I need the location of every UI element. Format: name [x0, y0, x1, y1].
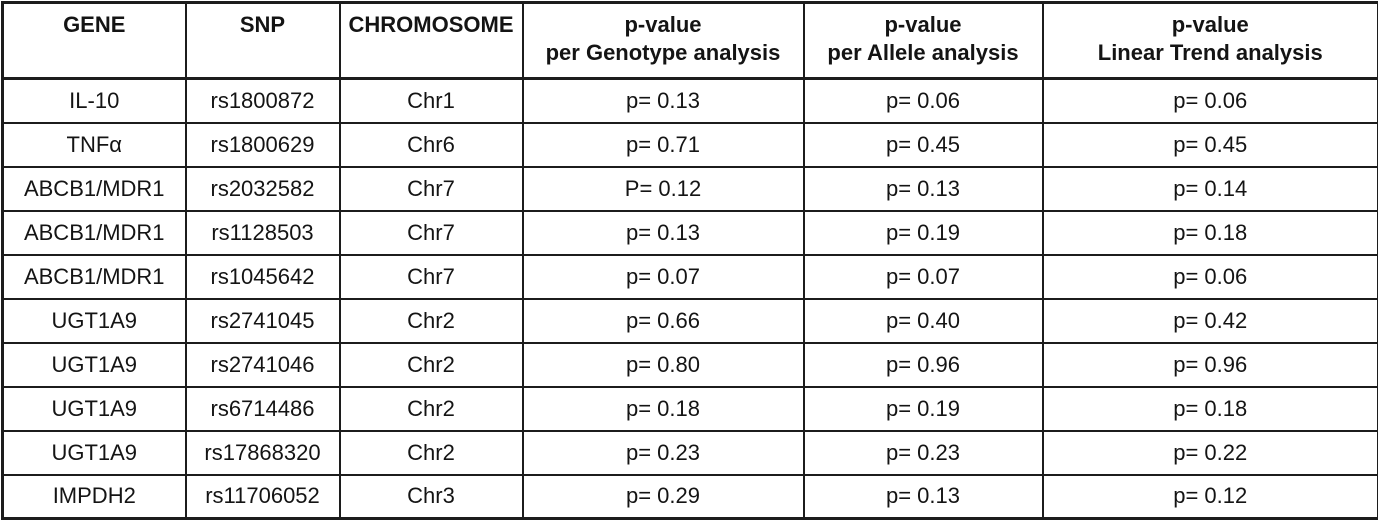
- cell-gene: ABCB1/MDR1: [1, 209, 187, 256]
- cell-pvalue-linear-trend: p= 0.06: [1041, 77, 1378, 124]
- cell-pvalue-allele: p= 0.19: [802, 209, 1044, 256]
- column-header-snp-label: SNP: [239, 12, 286, 37]
- cell-pvalue-allele: p= 0.40: [802, 297, 1044, 344]
- cell-pvalue-linear-trend: p= 0.18: [1041, 209, 1378, 256]
- cell-chromosome: Chr2: [338, 297, 524, 344]
- cell-pvalue-genotype: p= 0.13: [521, 77, 805, 124]
- cell-pvalue-genotype: p= 0.29: [521, 473, 805, 520]
- column-header-pvalue-allele-line1: p-value: [884, 12, 962, 37]
- cell-pvalue-genotype: p= 0.18: [521, 385, 805, 432]
- table-body: IL-10 rs1800872 Chr1 p= 0.13 p= 0.06 p= …: [1, 77, 1378, 520]
- table-header: GENE SNP CHROMOSOME p-value per Genotype…: [1, 1, 1378, 80]
- table-row: UGT1A9 rs17868320 Chr2 p= 0.23 p= 0.23 p…: [1, 429, 1378, 476]
- cell-pvalue-linear-trend: p= 0.12: [1041, 473, 1378, 520]
- cell-chromosome: Chr7: [338, 253, 524, 300]
- column-header-pvalue-linear-trend: p-value Linear Trend analysis: [1041, 1, 1378, 80]
- cell-chromosome: Chr7: [338, 165, 524, 212]
- cell-pvalue-genotype: p= 0.80: [521, 341, 805, 388]
- cell-gene: UGT1A9: [1, 297, 187, 344]
- cell-snp: rs6714486: [184, 385, 341, 432]
- cell-gene: UGT1A9: [1, 429, 187, 476]
- column-header-pvalue-allele-line2: per Allele analysis: [827, 40, 1019, 66]
- cell-pvalue-linear-trend: p= 0.14: [1041, 165, 1378, 212]
- cell-snp: rs2032582: [184, 165, 341, 212]
- cell-pvalue-allele: p= 0.07: [802, 253, 1044, 300]
- cell-gene: ABCB1/MDR1: [1, 253, 187, 300]
- cell-snp: rs1800872: [184, 77, 341, 124]
- column-header-gene-label: GENE: [63, 12, 126, 37]
- cell-gene: ABCB1/MDR1: [1, 165, 187, 212]
- cell-pvalue-linear-trend: p= 0.45: [1041, 121, 1378, 168]
- cell-snp: rs1045642: [184, 253, 341, 300]
- cell-pvalue-allele: p= 0.96: [802, 341, 1044, 388]
- cell-gene: UGT1A9: [1, 385, 187, 432]
- column-header-chromosome: CHROMOSOME: [338, 1, 524, 80]
- header-row: GENE SNP CHROMOSOME p-value per Genotype…: [1, 1, 1378, 80]
- cell-chromosome: Chr2: [338, 385, 524, 432]
- cell-pvalue-allele: p= 0.23: [802, 429, 1044, 476]
- cell-snp: rs2741045: [184, 297, 341, 344]
- cell-snp: rs2741046: [184, 341, 341, 388]
- cell-snp: rs17868320: [184, 429, 341, 476]
- column-header-pvalue-genotype-line1: p-value: [624, 12, 702, 37]
- column-header-chromosome-label: CHROMOSOME: [348, 12, 514, 37]
- cell-chromosome: Chr2: [338, 341, 524, 388]
- table-row: IL-10 rs1800872 Chr1 p= 0.13 p= 0.06 p= …: [1, 77, 1378, 124]
- cell-pvalue-linear-trend: p= 0.96: [1041, 341, 1378, 388]
- column-header-pvalue-genotype: p-value per Genotype analysis: [521, 1, 805, 80]
- cell-pvalue-genotype: p= 0.23: [521, 429, 805, 476]
- table-row: ABCB1/MDR1 rs1045642 Chr7 p= 0.07 p= 0.0…: [1, 253, 1378, 300]
- cell-gene: IL-10: [1, 77, 187, 124]
- cell-pvalue-genotype: p= 0.71: [521, 121, 805, 168]
- cell-chromosome: Chr3: [338, 473, 524, 520]
- cell-pvalue-genotype: p= 0.13: [521, 209, 805, 256]
- table-row: IMPDH2 rs11706052 Chr3 p= 0.29 p= 0.13 p…: [1, 473, 1378, 520]
- cell-pvalue-genotype: p= 0.07: [521, 253, 805, 300]
- cell-pvalue-allele: p= 0.45: [802, 121, 1044, 168]
- table-row: UGT1A9 rs2741045 Chr2 p= 0.66 p= 0.40 p=…: [1, 297, 1378, 344]
- cell-chromosome: Chr7: [338, 209, 524, 256]
- cell-snp: rs1128503: [184, 209, 341, 256]
- cell-pvalue-allele: p= 0.06: [802, 77, 1044, 124]
- cell-pvalue-linear-trend: p= 0.18: [1041, 385, 1378, 432]
- cell-pvalue-linear-trend: p= 0.42: [1041, 297, 1378, 344]
- cell-snp: rs11706052: [184, 473, 341, 520]
- cell-gene: IMPDH2: [1, 473, 187, 520]
- table-row: ABCB1/MDR1 rs1128503 Chr7 p= 0.13 p= 0.1…: [1, 209, 1378, 256]
- table-row: UGT1A9 rs2741046 Chr2 p= 0.80 p= 0.96 p=…: [1, 341, 1378, 388]
- cell-pvalue-allele: p= 0.13: [802, 165, 1044, 212]
- table-row: UGT1A9 rs6714486 Chr2 p= 0.18 p= 0.19 p=…: [1, 385, 1378, 432]
- column-header-pvalue-genotype-line2: per Genotype analysis: [545, 40, 781, 66]
- cell-pvalue-linear-trend: p= 0.06: [1041, 253, 1378, 300]
- cell-pvalue-allele: p= 0.13: [802, 473, 1044, 520]
- table-row: TNFα rs1800629 Chr6 p= 0.71 p= 0.45 p= 0…: [1, 121, 1378, 168]
- column-header-gene: GENE: [1, 1, 187, 80]
- cell-chromosome: Chr6: [338, 121, 524, 168]
- cell-gene: UGT1A9: [1, 341, 187, 388]
- cell-pvalue-allele: p= 0.19: [802, 385, 1044, 432]
- table-row: ABCB1/MDR1 rs2032582 Chr7 P= 0.12 p= 0.1…: [1, 165, 1378, 212]
- cell-chromosome: Chr1: [338, 77, 524, 124]
- column-header-pvalue-linear-trend-line1: p-value: [1171, 12, 1249, 37]
- cell-pvalue-genotype: P= 0.12: [521, 165, 805, 212]
- cell-snp: rs1800629: [184, 121, 341, 168]
- cell-chromosome: Chr2: [338, 429, 524, 476]
- cell-pvalue-genotype: p= 0.66: [521, 297, 805, 344]
- column-header-snp: SNP: [184, 1, 341, 80]
- column-header-pvalue-linear-trend-line2: Linear Trend analysis: [1097, 40, 1323, 66]
- cell-pvalue-linear-trend: p= 0.22: [1041, 429, 1378, 476]
- column-header-pvalue-allele: p-value per Allele analysis: [802, 1, 1044, 80]
- cell-gene: TNFα: [1, 121, 187, 168]
